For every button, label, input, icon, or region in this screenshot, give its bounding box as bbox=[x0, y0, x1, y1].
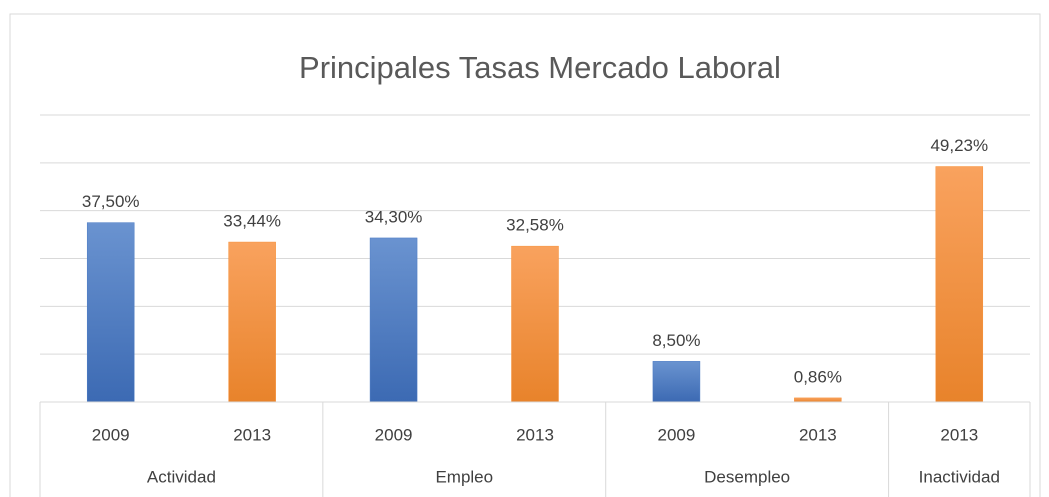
data-label: 33,44% bbox=[223, 212, 281, 231]
chart-title: Principales Tasas Mercado Laboral bbox=[299, 50, 781, 85]
bar bbox=[511, 245, 559, 403]
group-label: Actividad bbox=[147, 467, 216, 486]
x-tick-label: 2013 bbox=[940, 425, 978, 444]
x-tick-label: 2013 bbox=[799, 425, 837, 444]
data-label: 8,50% bbox=[652, 331, 700, 350]
bar bbox=[794, 397, 842, 403]
group-label: Desempleo bbox=[704, 467, 790, 486]
data-label: 0,86% bbox=[794, 367, 842, 386]
bar bbox=[935, 166, 984, 403]
x-tick-label: 2009 bbox=[92, 425, 130, 444]
bar bbox=[228, 241, 276, 403]
bar bbox=[86, 222, 135, 403]
x-tick-label: 2009 bbox=[375, 425, 413, 444]
x-tick-label: 2013 bbox=[233, 425, 271, 444]
data-label: 34,30% bbox=[365, 207, 423, 226]
data-label: 37,50% bbox=[82, 192, 140, 211]
bar bbox=[369, 237, 418, 403]
x-tick-label: 2013 bbox=[516, 425, 554, 444]
group-label: Empleo bbox=[435, 467, 493, 486]
group-label: Inactividad bbox=[919, 467, 1000, 486]
x-tick-label: 2009 bbox=[658, 425, 696, 444]
data-label: 32,58% bbox=[506, 216, 564, 235]
bar bbox=[652, 361, 701, 403]
data-label: 49,23% bbox=[930, 136, 988, 155]
